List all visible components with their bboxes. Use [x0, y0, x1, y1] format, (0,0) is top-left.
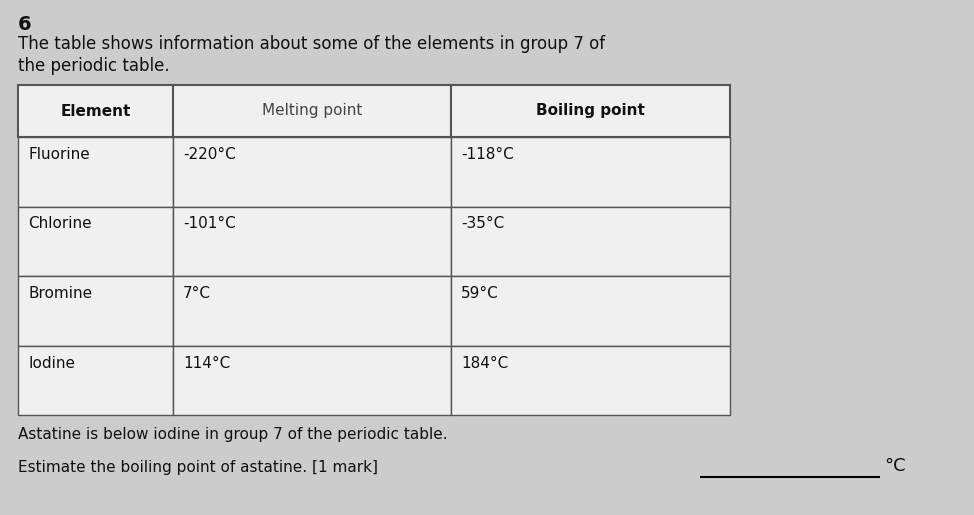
Text: -101°C: -101°C: [183, 216, 236, 232]
Text: Element: Element: [60, 104, 131, 118]
Bar: [173, 85, 451, 137]
Bar: [451, 137, 730, 207]
Text: Chlorine: Chlorine: [28, 216, 92, 232]
Text: Bromine: Bromine: [28, 286, 93, 301]
Bar: [451, 207, 730, 276]
Bar: [18, 85, 173, 137]
Text: 6: 6: [18, 15, 31, 34]
Bar: [173, 207, 451, 276]
Text: -220°C: -220°C: [183, 147, 236, 162]
Text: Estimate the boiling point of astatine. [1 mark]: Estimate the boiling point of astatine. …: [18, 460, 378, 475]
Text: Melting point: Melting point: [262, 104, 362, 118]
Bar: [451, 346, 730, 415]
Bar: [173, 346, 451, 415]
Bar: [18, 137, 173, 207]
Text: 114°C: 114°C: [183, 355, 230, 370]
Bar: [18, 346, 173, 415]
Bar: [173, 276, 451, 346]
Text: Iodine: Iodine: [28, 355, 75, 370]
Bar: [451, 85, 730, 137]
Text: Astatine is below iodine in group 7 of the periodic table.: Astatine is below iodine in group 7 of t…: [18, 427, 448, 442]
Text: 7°C: 7°C: [183, 286, 211, 301]
Text: Fluorine: Fluorine: [28, 147, 90, 162]
Bar: [173, 137, 451, 207]
Text: the periodic table.: the periodic table.: [18, 57, 169, 75]
Bar: [451, 276, 730, 346]
Bar: [18, 276, 173, 346]
Text: The table shows information about some of the elements in group 7 of: The table shows information about some o…: [18, 35, 605, 53]
Text: -35°C: -35°C: [461, 216, 505, 232]
Text: 184°C: 184°C: [461, 355, 508, 370]
Text: °C: °C: [884, 457, 906, 475]
Bar: [18, 207, 173, 276]
Text: 59°C: 59°C: [461, 286, 499, 301]
Text: Boiling point: Boiling point: [536, 104, 645, 118]
Text: -118°C: -118°C: [461, 147, 513, 162]
